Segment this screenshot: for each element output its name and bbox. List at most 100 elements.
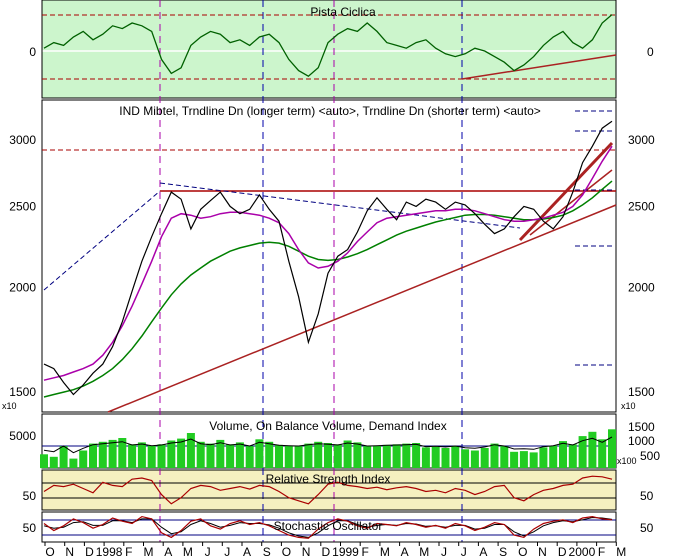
volume-bar [373,445,381,468]
x-tick-label: N [65,545,74,559]
x-tick-label: F [362,545,369,559]
short-term-trendline-2 [529,169,613,236]
volume-bar [128,444,137,469]
volume-bar [510,451,519,469]
cyclic-title: Pista Ciclica [310,5,376,19]
rsi-right-tick: 50 [640,489,654,503]
x-tick-label: A [479,545,487,559]
volume-bar [441,448,450,468]
x-axis: O N D 1998 F M A M J J A S O N D 1999 F M A M J J A S O N D 2000 F M [42,541,626,559]
stoch-left-tick: 50 [23,521,37,535]
x-tick-label: O [45,545,54,559]
volume-bar [470,450,479,468]
volume-bar [275,444,283,468]
volume-bar [98,441,107,469]
volume-bar [314,441,323,469]
volume-bar [79,450,88,468]
volume-bar [235,442,244,468]
volume-bar [147,445,156,468]
volume-bar [216,439,225,468]
volume-bar [333,444,342,469]
price-tick-right-3000: 3000 [628,133,655,147]
volume-bar [226,444,235,469]
volume-bar [568,444,577,469]
x-tick-label: M [183,545,193,559]
volume-bar [598,439,607,468]
rsi-panel-frame [41,469,617,511]
volume-bar [177,438,186,468]
volume-bar [343,440,352,468]
price-tick-left-3000: 3000 [9,133,36,147]
volume-bar [461,449,470,469]
volume-left-tick: 5000 [9,429,36,443]
volume-bar [245,446,254,468]
volume-bar [49,456,58,469]
volume-bar [382,444,391,468]
x-tick-label: M [419,545,429,559]
volume-bar [451,446,460,468]
long-moving-average [43,180,613,398]
cyclic-panel-bg [42,0,616,98]
volume-bar [412,443,421,468]
x-tick-label: O [282,545,291,559]
stochastic-d-line [43,516,613,538]
volume-bar [578,436,587,468]
x-tick-label: J [205,545,211,559]
x-tick-label: S [263,545,271,559]
volume-bar [519,451,528,468]
trendline-dn-longer-term [159,182,521,229]
volume-bar [608,429,616,469]
volume-bar [490,443,499,468]
price-tick-left-1500: 1500 [9,385,36,399]
price-tick-left-2500: 2500 [9,199,36,213]
price-tick-right-2500: 2500 [628,199,655,213]
x-tick-label: O [518,545,527,559]
volume-bar [402,443,411,468]
price-panel-frame [41,99,617,413]
volume-bar [304,443,313,468]
x-tick-label: A [401,545,409,559]
volume-bar [186,433,195,468]
long-term-support-trendline [107,204,617,413]
x-tick-label: J [441,545,447,559]
volume-bar [539,447,548,468]
volume-bar [353,442,362,468]
price-title: IND Mibtel, Trndline Dn (longer term) <a… [119,104,541,118]
x-tick-label: F [125,545,132,559]
volume-bar [294,446,303,468]
x-tick-label: N [302,545,311,559]
volume-bar [40,454,48,469]
volume-bar [167,440,176,468]
stoch-right-tick: 50 [640,521,654,535]
volume-right-tick-1: 1500 [628,420,655,434]
volume-bar [108,439,117,468]
x-tick-label: J [224,545,230,559]
x-tick-label: S [499,545,507,559]
volume-right-tick-3: 500 [640,449,660,463]
volume-bar [392,444,401,469]
volume-bar [431,446,440,469]
volume-bars [40,429,616,469]
price-multiplier-left: x10 [2,401,17,411]
rsi-left-tick: 50 [23,489,37,503]
price-multiplier-right: x10 [621,401,636,411]
x-tick-label: D [558,545,567,559]
cyclic-right-tick: 0 [647,45,654,59]
x-tick-label: A [243,545,251,559]
x-tick-label: 2000 [569,545,596,559]
obv-line [43,436,613,454]
cyclic-panel-frame [41,0,617,99]
volume-title: Volume, On Balance Volume, Demand Index [209,419,446,433]
volume-bar [284,445,293,468]
volume-right-tick-2: 1000 [628,434,655,448]
x-tick-label: J [461,545,467,559]
volume-bar [69,458,78,468]
volume-bar [206,443,215,468]
stochastic-title: Stochastic Oscillator [274,519,383,533]
short-term-trendline [518,141,614,242]
volume-bar [363,446,372,468]
volume-bar [118,438,127,468]
volume-bar [559,441,567,468]
volume-bar [157,444,166,469]
